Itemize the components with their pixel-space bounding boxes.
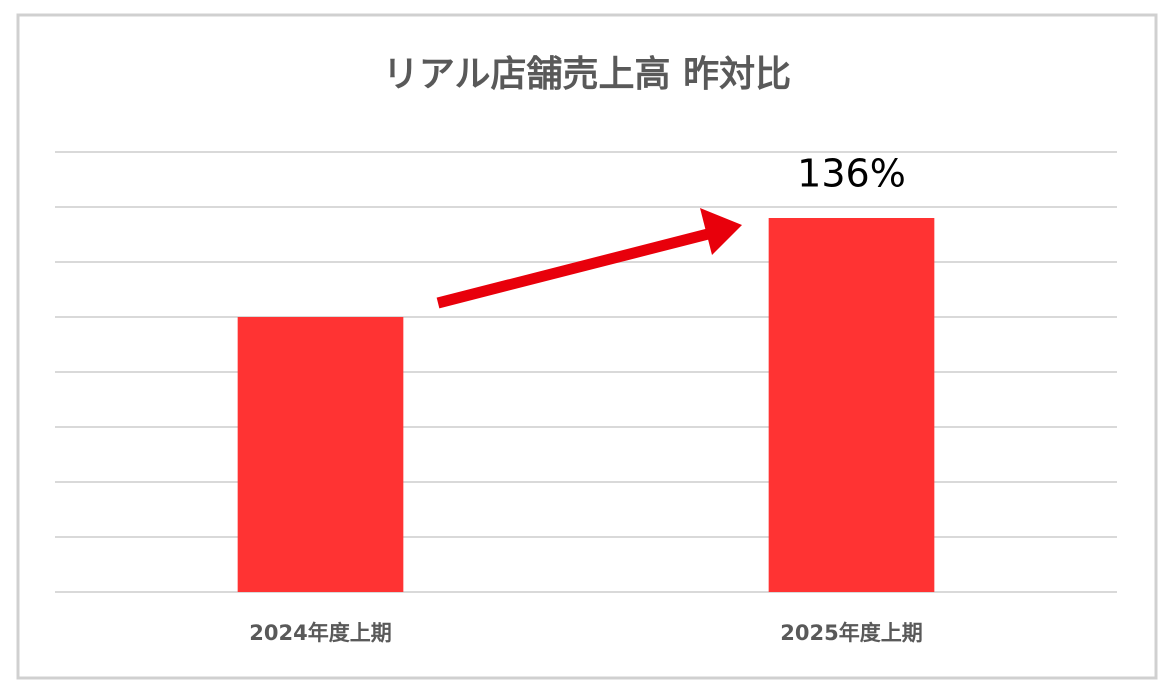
arrow-head [700,208,742,255]
chart-frame [16,13,1158,680]
bar [768,218,935,592]
chart-title: リアル店舗売上高 昨対比 [383,54,791,95]
arrow-shaft [436,227,714,309]
x-tick-label: 2025年度上期 [780,621,922,645]
value-label: 136% [797,152,906,196]
bar [237,317,404,592]
trend-arrow [436,208,742,309]
plot-area: 2024年度上期 2025年度上期 136% [55,151,1117,645]
x-tick-label: 2024年度上期 [249,621,391,645]
